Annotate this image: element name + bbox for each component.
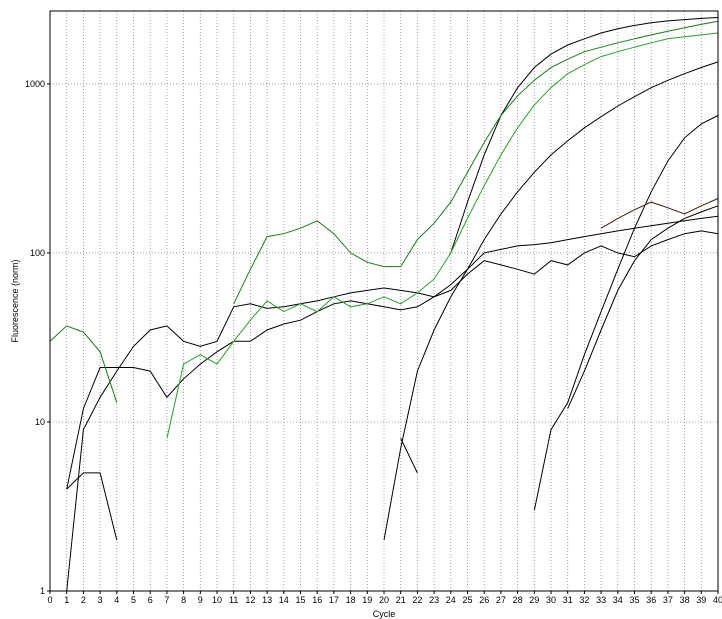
- series-line-10: [383, 61, 719, 541]
- x-tick-label: 8: [181, 595, 186, 605]
- series-line-6: [600, 198, 719, 229]
- series-line-33: [233, 20, 719, 305]
- x-tick-label: 22: [412, 595, 422, 605]
- x-tick-label: 31: [563, 595, 573, 605]
- x-tick-label: 33: [596, 595, 606, 605]
- x-axis-title: Cycle: [373, 609, 396, 619]
- x-tick-label: 17: [329, 595, 339, 605]
- x-tick-label: 0: [47, 595, 52, 605]
- series-line-5: [400, 438, 418, 474]
- series-line-0: [450, 17, 719, 254]
- x-tick-label: 11: [229, 595, 238, 605]
- x-tick-label: 21: [396, 595, 406, 605]
- series-line-4: [66, 215, 719, 490]
- y-tick-label: 1: [40, 586, 45, 596]
- x-tick-label: 10: [212, 595, 222, 605]
- x-tick-label: 20: [379, 595, 389, 605]
- x-tick-label: 34: [613, 595, 623, 605]
- series-line-3: [66, 472, 118, 541]
- x-tick-label: 13: [262, 595, 272, 605]
- x-tick-label: 4: [114, 595, 119, 605]
- x-tick-label: 26: [479, 595, 489, 605]
- x-tick-label: 14: [279, 595, 289, 605]
- x-tick-label: 37: [663, 595, 673, 605]
- x-tick-label: 18: [346, 595, 356, 605]
- grid: [49, 11, 719, 592]
- series-line-2: [567, 205, 719, 409]
- x-tick-label: 32: [579, 595, 589, 605]
- x-tick-label: 28: [513, 595, 523, 605]
- x-tick-label: 15: [295, 595, 305, 605]
- y-tick-label: 100: [30, 248, 45, 258]
- x-tick-label: 19: [362, 595, 372, 605]
- x-tick-label: 36: [646, 595, 656, 605]
- y-tick-label: 1000: [25, 79, 45, 89]
- x-tick-label: 25: [462, 595, 472, 605]
- x-tick-label: 7: [164, 595, 169, 605]
- y-tick-label: 10: [35, 417, 45, 427]
- x-tick-label: 39: [696, 595, 706, 605]
- x-tick-label: 3: [98, 595, 103, 605]
- x-tick-label: 12: [245, 595, 255, 605]
- x-tick-label: 35: [629, 595, 639, 605]
- x-tick-label: 5: [131, 595, 136, 605]
- x-tick-label: 29: [529, 595, 539, 605]
- series-line-32: [49, 325, 118, 403]
- x-tick-label: 38: [680, 595, 690, 605]
- x-tick-label: 6: [148, 595, 153, 605]
- series-line-35: [166, 32, 719, 439]
- x-tick-label: 2: [81, 595, 86, 605]
- x-tick-label: 16: [312, 595, 322, 605]
- x-tick-labels: 0 1 2 3 4 5 6 7 8 9 10 11 12 13 14 15 16 17 18 19 20 21 22 23 24…: [47, 591, 722, 605]
- x-tick-label: 40: [713, 595, 722, 605]
- y-tick-labels: 1 10 100 1000: [25, 79, 50, 596]
- series-line-1: [533, 115, 719, 511]
- x-tick-label: 24: [446, 595, 456, 605]
- x-tick-label: 30: [546, 595, 556, 605]
- x-tick-label: 23: [429, 595, 439, 605]
- x-tick-label: 9: [198, 595, 203, 605]
- x-tick-label: 1: [64, 595, 69, 605]
- series-layer: [49, 17, 719, 592]
- y-axis-title: Fluorescence (norm): [10, 259, 20, 342]
- series-line-7: [66, 230, 719, 592]
- x-tick-label: 27: [496, 595, 506, 605]
